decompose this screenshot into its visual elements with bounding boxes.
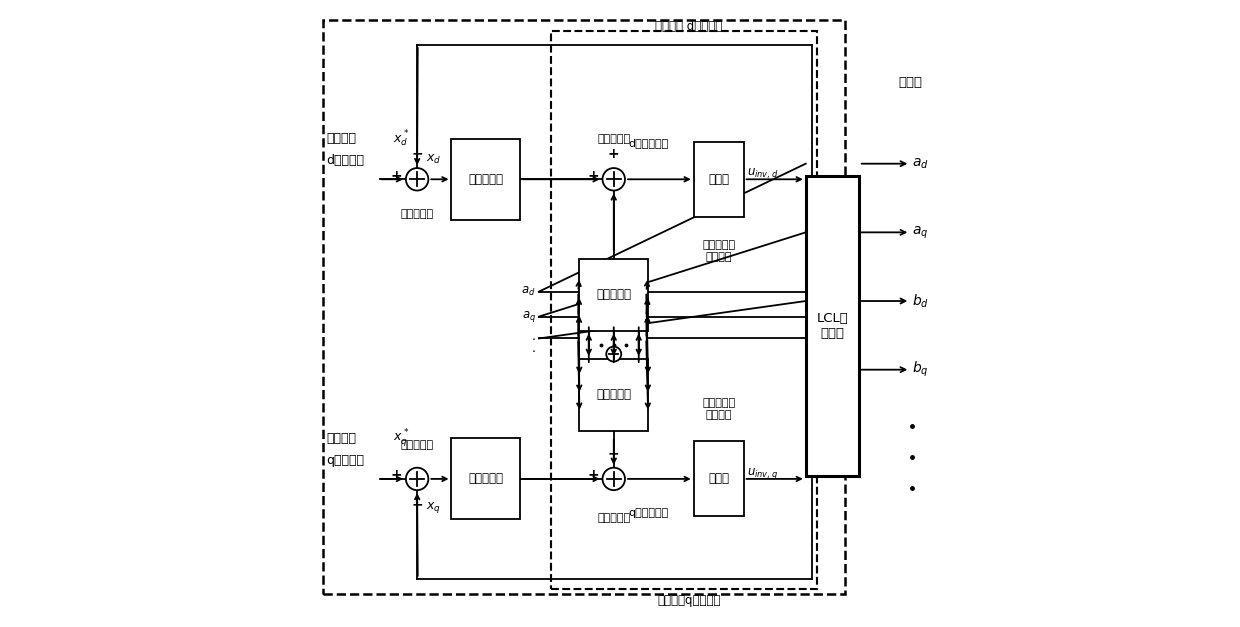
Text: +: + [608,147,620,161]
Text: 网侧电流: 网侧电流 [326,132,357,145]
Text: $x_q$: $x_q$ [425,500,440,515]
Text: −: − [412,498,423,512]
Text: $u_{inv,q}$: $u_{inv,q}$ [746,466,777,482]
Text: q轴调制信号: q轴调制信号 [629,508,668,519]
Text: 第一补偿器: 第一补偿器 [596,288,631,301]
Text: +: + [391,468,402,482]
Text: 第二补偿器: 第二补偿器 [596,388,631,401]
Text: $x_d$: $x_d$ [425,153,441,166]
Text: −: − [412,147,423,161]
Text: 联网变换器
等效增益: 联网变换器 等效增益 [702,398,735,420]
Text: 网侧电流 d轴输出量: 网侧电流 d轴输出量 [655,20,722,33]
Bar [579,359,649,431]
Text: +: + [588,169,599,182]
Text: $\cdot$: $\cdot$ [531,332,536,345]
Text: q轴给定量: q轴给定量 [326,454,365,466]
Text: $\cdot$: $\cdot$ [531,344,536,357]
Text: $x_d^*$: $x_d^*$ [393,129,409,149]
Bar [806,176,859,476]
Text: 状态量: 状态量 [898,76,923,89]
Circle shape [603,168,625,191]
Text: −: − [608,446,620,460]
Circle shape [405,168,428,191]
Text: $x_q^*$: $x_q^*$ [393,428,409,450]
Circle shape [603,468,625,490]
Text: LCL型
滤波器: LCL型 滤波器 [816,312,848,340]
Bar [579,259,649,330]
Text: d轴调制信号: d轴调制信号 [629,138,668,148]
Bar [451,139,520,220]
Text: 第三加法器: 第三加法器 [598,134,630,144]
Text: 第二控制器: 第二控制器 [469,472,503,485]
Text: $a_q$: $a_q$ [913,224,929,241]
Text: 放大器: 放大器 [708,173,729,186]
Text: +: + [588,468,599,482]
Text: $u_{inv,d}$: $u_{inv,d}$ [746,167,777,181]
Text: 第一加法器: 第一加法器 [401,209,434,219]
Text: 联网变换器
等效增益: 联网变换器 等效增益 [702,240,735,262]
Bar [552,31,817,589]
Text: 网侧电流: 网侧电流 [326,432,357,445]
Text: 第四加法器: 第四加法器 [598,513,630,523]
Text: d轴给定量: d轴给定量 [326,154,365,167]
Text: $b_d$: $b_d$ [913,292,929,310]
Bar [451,438,520,520]
Circle shape [405,468,428,490]
Text: 放大器: 放大器 [708,472,729,485]
Circle shape [606,347,621,362]
Text: $b_q$: $b_q$ [913,360,929,379]
Bar [693,142,744,217]
Text: 第二加法器: 第二加法器 [401,440,434,450]
Text: $a_d$: $a_d$ [521,285,536,298]
Text: $a_q$: $a_q$ [522,309,536,324]
Text: +: + [391,169,402,182]
Text: $a_d$: $a_d$ [913,157,929,171]
Text: 网侧电流q轴输出量: 网侧电流q轴输出量 [657,594,720,607]
Bar [693,441,744,517]
Bar [324,20,844,594]
Text: 第一控制器: 第一控制器 [469,173,503,186]
